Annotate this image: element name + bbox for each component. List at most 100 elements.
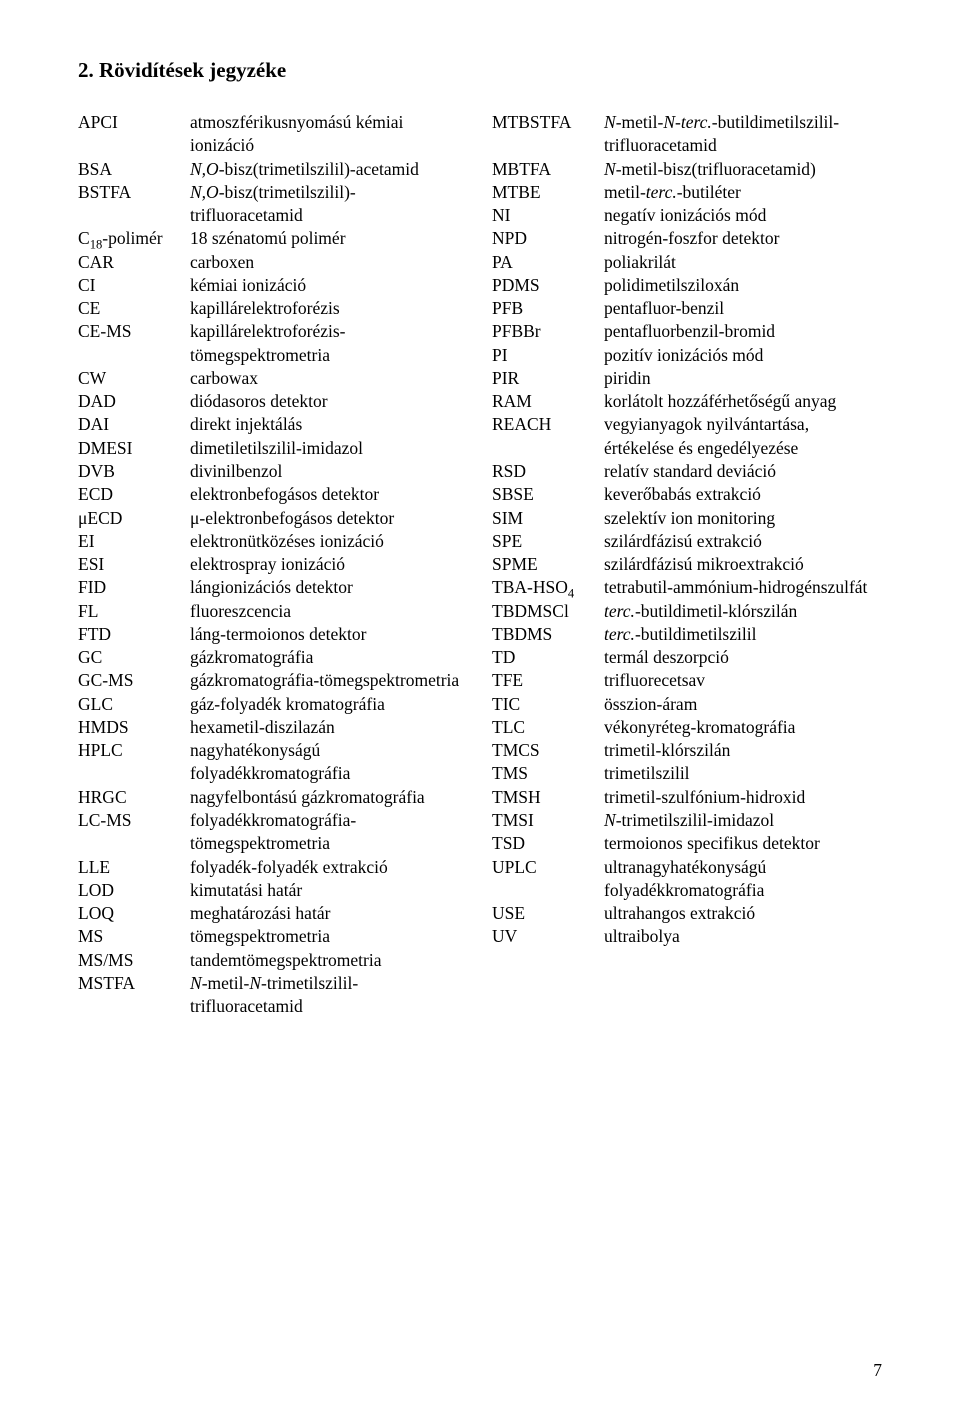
abbr-term: RSD bbox=[492, 460, 604, 483]
abbr-definition: trimetilszilil bbox=[604, 762, 882, 785]
abbr-term: MSTFA bbox=[78, 972, 190, 995]
abbr-row: ESIelektrospray ionizáció bbox=[78, 553, 468, 576]
abbr-term: TIC bbox=[492, 693, 604, 716]
abbr-term: TBA-HSO4 bbox=[492, 576, 604, 599]
abbr-row: SIMszelektív ion monitoring bbox=[492, 507, 882, 530]
abbr-term: CW bbox=[78, 367, 190, 390]
abbr-term: SBSE bbox=[492, 483, 604, 506]
abbr-row: LOQmeghatározási határ bbox=[78, 902, 468, 925]
abbr-row: FTDláng-termoionos detektor bbox=[78, 623, 468, 646]
abbr-term: TLC bbox=[492, 716, 604, 739]
abbr-row: CWcarbowax bbox=[78, 367, 468, 390]
abbr-definition: pozitív ionizációs mód bbox=[604, 344, 882, 367]
abbr-term: USE bbox=[492, 902, 604, 925]
abbr-row: MTBSTFAN-metil-N-terc.-butildimetilszili… bbox=[492, 111, 882, 158]
abbr-definition: trifluorecetsav bbox=[604, 669, 882, 692]
abbr-definition: tandemtömegspektrometria bbox=[190, 949, 468, 972]
abbr-term: HPLC bbox=[78, 739, 190, 762]
abbr-row: HPLCnagyhatékonyságú folyadékkromatográf… bbox=[78, 739, 468, 786]
abbr-term: BSA bbox=[78, 158, 190, 181]
abbr-row: GC-MSgázkromatográfia-tömegspektrometria bbox=[78, 669, 468, 692]
abbr-definition: szilárdfázisú extrakció bbox=[604, 530, 882, 553]
abbr-row: TMCStrimetil-klórszilán bbox=[492, 739, 882, 762]
abbr-term: MBTFA bbox=[492, 158, 604, 181]
abbr-definition: elektronbefogásos detektor bbox=[190, 483, 468, 506]
abbr-definition: elektronütközéses ionizáció bbox=[190, 530, 468, 553]
abbr-definition: tetrabutil-ammónium-hidrogénszulfát bbox=[604, 576, 882, 599]
abbr-row: PDMSpolidimetilsziloxán bbox=[492, 274, 882, 297]
abbr-row: GLCgáz-folyadék kromatográfia bbox=[78, 693, 468, 716]
abbr-definition: diódasoros detektor bbox=[190, 390, 468, 413]
abbr-definition: kapillárelektroforézis bbox=[190, 297, 468, 320]
abbr-row: MStömegspektrometria bbox=[78, 925, 468, 948]
abbr-definition: szilárdfázisú mikroextrakció bbox=[604, 553, 882, 576]
abbr-row: DMESIdimetiletilszilil-imidazol bbox=[78, 437, 468, 460]
abbr-row: PIRpiridin bbox=[492, 367, 882, 390]
abbr-definition: poliakrilát bbox=[604, 251, 882, 274]
abbr-term: SIM bbox=[492, 507, 604, 530]
abbr-term: APCI bbox=[78, 111, 190, 134]
abbr-definition: kémiai ionizáció bbox=[190, 274, 468, 297]
right-column: MTBSTFAN-metil-N-terc.-butildimetilszili… bbox=[492, 111, 882, 1018]
abbr-row: PFBBrpentafluorbenzil-bromid bbox=[492, 320, 882, 343]
abbr-definition: nagyfelbontású gázkromatográfia bbox=[190, 786, 468, 809]
abbr-row: APCIatmoszférikusnyomású kémiai ionizáci… bbox=[78, 111, 468, 158]
abbr-term: DVB bbox=[78, 460, 190, 483]
abbr-row: TSDtermoionos specifikus detektor bbox=[492, 832, 882, 855]
abbr-term: μECD bbox=[78, 507, 190, 530]
abbr-definition: direkt injektálás bbox=[190, 413, 468, 436]
abbr-definition: elektrospray ionizáció bbox=[190, 553, 468, 576]
abbr-term: ECD bbox=[78, 483, 190, 506]
abbr-definition: piridin bbox=[604, 367, 882, 390]
abbr-term: SPE bbox=[492, 530, 604, 553]
abbr-term: MS bbox=[78, 925, 190, 948]
abbr-term: CI bbox=[78, 274, 190, 297]
abbr-row: RSDrelatív standard deviáció bbox=[492, 460, 882, 483]
abbr-definition: negatív ionizációs mód bbox=[604, 204, 882, 227]
abbr-row: TFEtrifluorecetsav bbox=[492, 669, 882, 692]
abbr-definition: szelektív ion monitoring bbox=[604, 507, 882, 530]
abbr-row: CIkémiai ionizáció bbox=[78, 274, 468, 297]
abbr-definition: láng-termoionos detektor bbox=[190, 623, 468, 646]
abbr-term: LLE bbox=[78, 856, 190, 879]
abbr-definition: folyadék-folyadék extrakció bbox=[190, 856, 468, 879]
abbr-row: REACHvegyianyagok nyilvántartása, értéke… bbox=[492, 413, 882, 460]
abbr-definition: ultrahangos extrakció bbox=[604, 902, 882, 925]
abbr-term: TMSI bbox=[492, 809, 604, 832]
abbr-row: RAMkorlátolt hozzáférhetőségű anyag bbox=[492, 390, 882, 413]
abbr-row: BSTFAN,O-bisz(trimetilszilil)-trifluorac… bbox=[78, 181, 468, 228]
abbr-definition: N,O-bisz(trimetilszilil)-acetamid bbox=[190, 158, 468, 181]
abbr-row: LC-MSfolyadékkromatográfia-tömegspektrom… bbox=[78, 809, 468, 856]
abbr-term: LOD bbox=[78, 879, 190, 902]
abbr-term: FID bbox=[78, 576, 190, 599]
abbr-definition: carbowax bbox=[190, 367, 468, 390]
abbr-definition: μ-elektronbefogásos detektor bbox=[190, 507, 468, 530]
abbr-definition: folyadékkromatográfia-tömegspektrometria bbox=[190, 809, 468, 856]
abbr-definition: gázkromatográfia-tömegspektrometria bbox=[190, 669, 468, 692]
abbr-term: PFBBr bbox=[492, 320, 604, 343]
abbr-definition: relatív standard deviáció bbox=[604, 460, 882, 483]
abbr-definition: tömegspektrometria bbox=[190, 925, 468, 948]
abbr-row: TMStrimetilszilil bbox=[492, 762, 882, 785]
abbr-definition: termoionos specifikus detektor bbox=[604, 832, 882, 855]
abbr-term: PI bbox=[492, 344, 604, 367]
abbr-term: CE-MS bbox=[78, 320, 190, 343]
abbr-term: HMDS bbox=[78, 716, 190, 739]
left-column: APCIatmoszférikusnyomású kémiai ionizáci… bbox=[78, 111, 468, 1018]
abbr-term: TMSH bbox=[492, 786, 604, 809]
abbr-definition: vékonyréteg-kromatográfia bbox=[604, 716, 882, 739]
abbr-definition: polidimetilsziloxán bbox=[604, 274, 882, 297]
abbr-definition: gáz-folyadék kromatográfia bbox=[190, 693, 468, 716]
abbr-term: C18-polimér bbox=[78, 227, 190, 250]
abbr-definition: N-trimetilszilil-imidazol bbox=[604, 809, 882, 832]
abbr-term: NPD bbox=[492, 227, 604, 250]
abbr-definition: nitrogén-foszfor detektor bbox=[604, 227, 882, 250]
abbreviation-columns: APCIatmoszférikusnyomású kémiai ionizáci… bbox=[78, 111, 882, 1018]
abbr-row: TBA-HSO4tetrabutil-ammónium-hidrogénszul… bbox=[492, 576, 882, 599]
abbr-definition: gázkromatográfia bbox=[190, 646, 468, 669]
abbr-term: LC-MS bbox=[78, 809, 190, 832]
abbr-row: TDtermál deszorpció bbox=[492, 646, 882, 669]
abbr-definition: pentafluor-benzil bbox=[604, 297, 882, 320]
abbr-term: GC bbox=[78, 646, 190, 669]
abbr-row: LLEfolyadék-folyadék extrakció bbox=[78, 856, 468, 879]
